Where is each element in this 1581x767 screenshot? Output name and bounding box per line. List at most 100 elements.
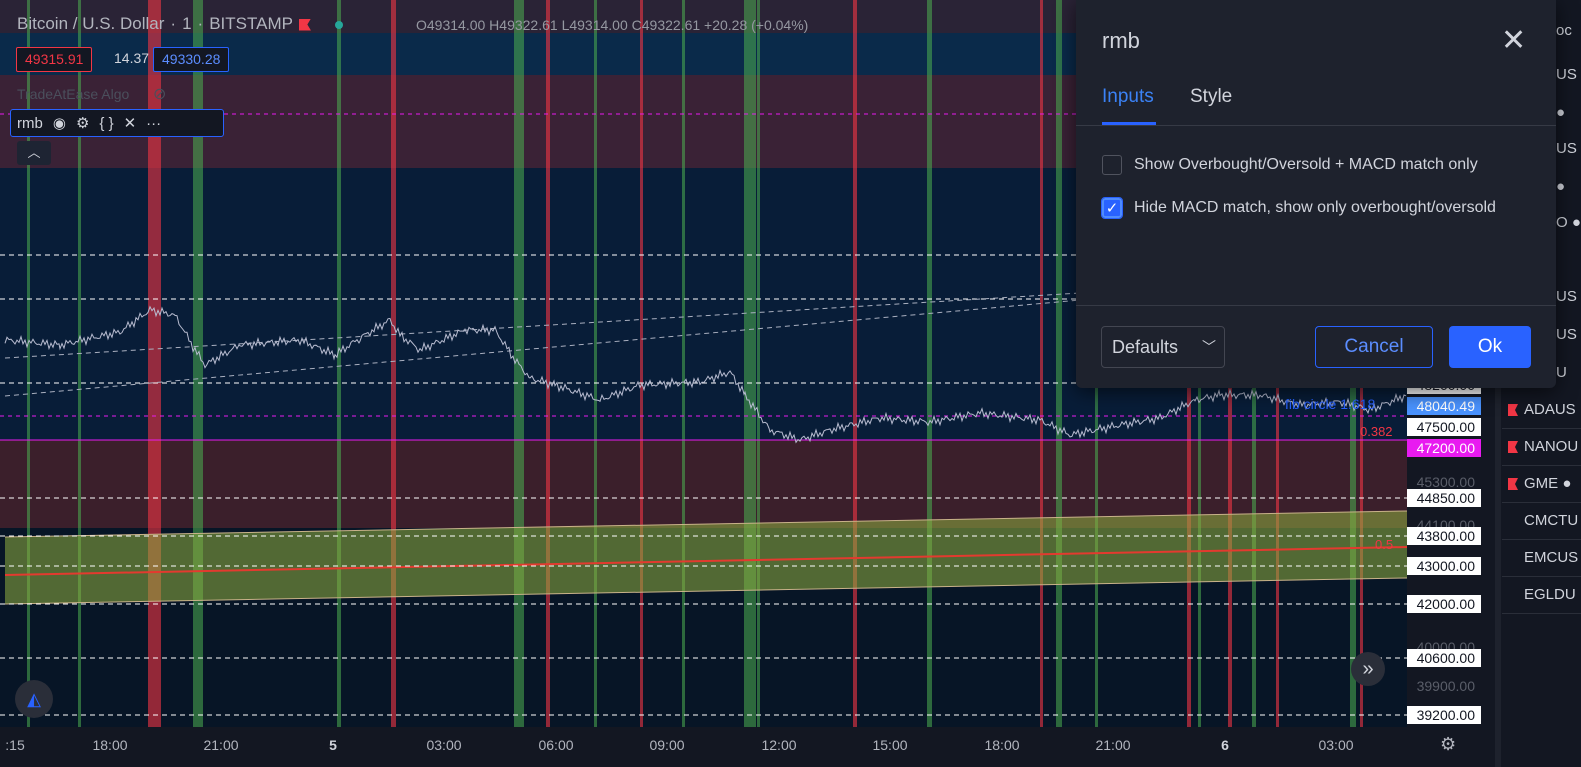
watchlist-partial: US — [1556, 326, 1577, 343]
overbought-macd-checkbox[interactable] — [1102, 155, 1122, 175]
flag-icon[interactable] — [298, 18, 311, 31]
bearish-signal-bar — [640, 0, 643, 727]
watchlist-symbol: EMCUS — [1524, 549, 1579, 566]
axis-label: 47200.00 — [1407, 439, 1481, 457]
ok-button[interactable]: Ok — [1449, 326, 1531, 368]
cancel-button[interactable]: Cancel — [1315, 326, 1433, 368]
watchlist-item[interactable]: GME ● — [1502, 465, 1581, 503]
watchlist-partial: oc — [1556, 22, 1572, 39]
close-icon[interactable]: ✕ — [123, 115, 137, 132]
flag-icon[interactable] — [1508, 478, 1518, 491]
axis-label: 48040.49 — [1407, 397, 1481, 415]
eye-off-icon[interactable]: ⊘ — [153, 86, 167, 103]
bearish-signal-bar — [1040, 0, 1043, 727]
collapse-legend-button[interactable]: ︿ — [17, 141, 51, 165]
bullish-signal-bar — [757, 0, 760, 727]
eye-icon[interactable]: ◉ — [52, 115, 66, 132]
channel-midline — [4, 546, 1407, 576]
watchlist-symbol: CMCTU — [1524, 512, 1579, 529]
bullish-signal-bar — [594, 0, 597, 727]
axis-label: 39900.00 — [1416, 678, 1475, 694]
scroll-to-realtime-button[interactable]: » — [1351, 652, 1385, 686]
chevron-down-icon: ﹀ — [1202, 339, 1216, 355]
chart-settings-icon[interactable]: ⚙ — [1440, 734, 1457, 754]
market-status-icon — [334, 20, 343, 29]
watchlist-item[interactable]: EGLDU — [1502, 576, 1581, 614]
close-icon[interactable]: ✕ — [1501, 24, 1527, 57]
time-axis[interactable]: :15 18:00 21:00 5 03:00 06:00 09:00 12:0… — [0, 727, 1407, 767]
bearish-signal-bar — [546, 0, 550, 727]
ohlc-values: O49314.00 H49322.61 L49314.00 C49322.61 … — [416, 17, 809, 33]
axis-label: 43800.00 — [1407, 527, 1481, 545]
indicator-settings-dialog: rmb ✕ Inputs Style Show Overbought/Overs… — [1076, 0, 1556, 388]
watchlist-symbol: EGLDU — [1524, 586, 1576, 603]
time-tick: :15 — [5, 737, 25, 753]
tradingview-logo-icon[interactable]: ◭ — [15, 680, 53, 718]
overbought-macd-label[interactable]: Show Overbought/Oversold + MACD match on… — [1134, 156, 1478, 173]
indicator-rmb-name[interactable]: rmb — [17, 114, 43, 132]
bullish-signal-bar — [193, 0, 203, 727]
more-icon[interactable]: ··· — [146, 114, 162, 132]
source-code-icon[interactable]: { } — [99, 114, 114, 132]
time-tick: 6 — [1221, 737, 1229, 753]
hide-macd-label[interactable]: Hide MACD match, show only overbought/ov… — [1134, 199, 1496, 216]
fib-05-label: 0.5 — [1375, 537, 1394, 552]
axis-label: 42000.00 — [1407, 595, 1481, 613]
indicator-algo-name[interactable]: TradeAtEase Algo — [17, 86, 130, 102]
watchlist-partial: U — [1556, 364, 1567, 381]
bullish-signal-bar — [682, 0, 685, 727]
bullish-signal-bar — [927, 0, 932, 727]
time-tick: 5 — [329, 737, 337, 753]
watchlist-partial: ● — [1556, 104, 1566, 121]
divider — [1076, 125, 1556, 126]
exchange-label: BITSTAMP — [209, 14, 293, 33]
flag-icon[interactable] — [1508, 404, 1518, 417]
bullish-signal-bar — [337, 0, 341, 727]
time-tick: 03:00 — [426, 737, 462, 753]
axis-label: 39200.00 — [1407, 706, 1481, 724]
fib-circle-label: fib circle 1.618 — [1285, 396, 1376, 412]
interval-label: 1 — [182, 14, 192, 33]
spread-value: 14.37 — [114, 50, 150, 66]
time-tick: 21:00 — [203, 737, 239, 753]
flag-icon[interactable] — [1508, 441, 1518, 454]
watchlist-item[interactable]: NANOU — [1502, 428, 1581, 466]
axis-label: 45300.00 — [1416, 474, 1475, 490]
divider — [1076, 305, 1556, 306]
bid-price[interactable]: 49315.91 — [16, 47, 93, 72]
watchlist-item[interactable]: EMCUS — [1502, 539, 1581, 577]
time-tick: 21:00 — [1095, 737, 1131, 753]
ask-price[interactable]: 49330.28 — [153, 47, 230, 72]
symbol-legend[interactable]: Bitcoin / U.S. Dollar · 1 · BITSTAMP — [17, 14, 343, 34]
hide-macd-checkbox[interactable]: ✓ — [1101, 197, 1123, 219]
watchlist-partial: US — [1556, 66, 1577, 83]
bullish-signal-bar — [744, 0, 756, 727]
time-tick: 03:00 — [1318, 737, 1354, 753]
indicator-rmb-toolbar[interactable]: rmb ◉ ⚙ { } ✕ ··· — [10, 109, 224, 137]
channel-band — [5, 511, 1407, 604]
bullish-signal-bar — [27, 0, 30, 727]
axis-label: 43000.00 — [1407, 557, 1481, 575]
watchlist-item[interactable]: CMCTU — [1502, 502, 1581, 540]
dialog-title: rmb — [1102, 28, 1140, 53]
watchlist-item[interactable]: ADAUS — [1502, 391, 1581, 429]
watchlist-partial: US — [1556, 288, 1577, 305]
tab-style[interactable]: Style — [1190, 86, 1233, 107]
defaults-dropdown[interactable]: Defaults ﹀ — [1101, 326, 1225, 368]
bearish-signal-bar — [853, 0, 857, 727]
channel-lower — [4, 577, 1407, 605]
axis-label: 47500.00 — [1407, 418, 1481, 436]
tab-inputs[interactable]: Inputs — [1102, 86, 1154, 107]
gear-icon[interactable]: ⚙ — [75, 115, 90, 132]
defaults-label: Defaults — [1112, 337, 1179, 357]
bullish-signal-bar — [1056, 0, 1062, 727]
time-tick: 15:00 — [872, 737, 908, 753]
symbol-name[interactable]: Bitcoin / U.S. Dollar — [17, 14, 165, 33]
time-tick: 18:00 — [984, 737, 1020, 753]
watchlist-partial: O ● — [1556, 214, 1581, 231]
watchlist-symbol: NANOU — [1524, 438, 1579, 455]
fib-382-label: 0.382 — [1360, 424, 1393, 439]
price-series — [4, 305, 1407, 444]
time-tick: 09:00 — [649, 737, 685, 753]
watchlist-partial: ● — [1556, 178, 1566, 195]
